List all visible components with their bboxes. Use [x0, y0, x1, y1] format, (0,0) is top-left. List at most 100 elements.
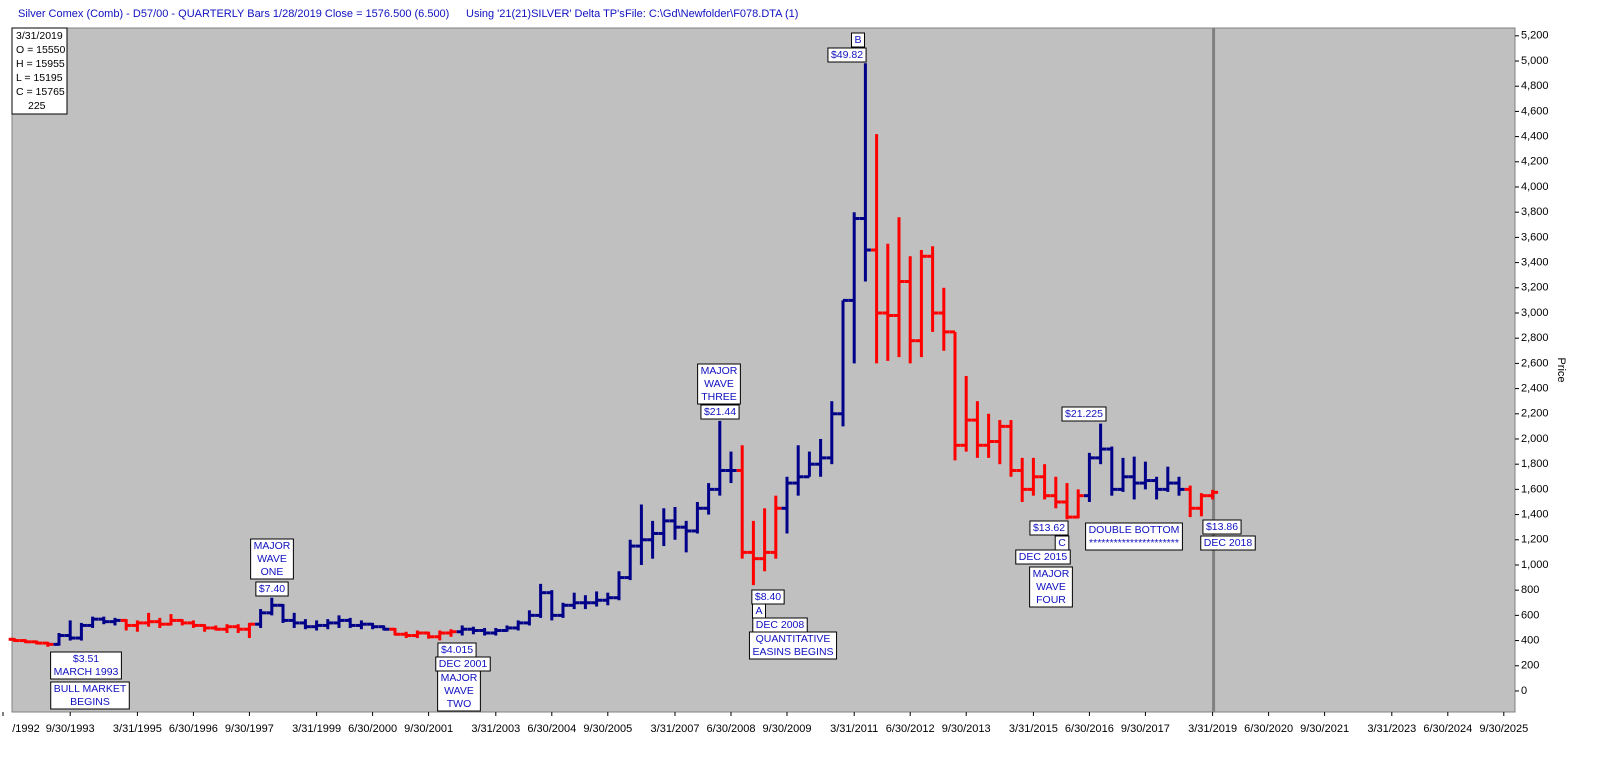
annotation-text: EASINS BEGINS — [752, 646, 833, 658]
annotation-text: $7.40 — [259, 583, 285, 595]
y-tick-label: 2,600 — [1521, 357, 1549, 369]
annotation-text: $4.015 — [441, 644, 473, 656]
y-tick-label: 3,800 — [1521, 206, 1549, 218]
annotation-text: BULL MARKET — [54, 683, 127, 695]
x-tick-label: 9/30/2017 — [1121, 723, 1170, 735]
annotation-text: WAVE — [1036, 581, 1066, 593]
annotation-text: QUANTITATIVE — [756, 633, 831, 645]
annotation-text: $8.40 — [755, 591, 781, 603]
x-tick-label: 6/30/1996 — [169, 723, 218, 735]
x-tick-label: 6/30/2012 — [886, 723, 935, 735]
x-tick-label: 9/30/2021 — [1300, 723, 1349, 735]
y-tick-label: 2,800 — [1521, 332, 1549, 344]
x-tick-label: 6/30/2016 — [1065, 723, 1114, 735]
annotation-text: WAVE — [257, 553, 287, 565]
y-tick-label: 1,000 — [1521, 559, 1549, 571]
y-tick-label: 4,200 — [1521, 156, 1549, 168]
annotation-text: $21.225 — [1065, 408, 1103, 420]
y-tick-label: 4,400 — [1521, 131, 1549, 143]
annotation-box — [1200, 535, 1256, 551]
annotation-box — [697, 363, 741, 405]
info-text: O = 15550 — [16, 44, 65, 56]
header-text: Using '21(21)SILVER' Delta TP's — [466, 8, 625, 20]
annotation-text: MARCH 1993 — [54, 666, 119, 678]
annotation-box — [827, 47, 867, 63]
x-tick-label: 9/30/2009 — [763, 723, 812, 735]
info-text: 3/31/2019 — [16, 30, 63, 42]
annotation-box — [700, 404, 740, 420]
x-tick-label: 3/31/2015 — [1009, 723, 1058, 735]
x-tick-label: 9/30/1993 — [46, 723, 95, 735]
annotation-text: MAJOR — [254, 540, 291, 552]
info-text: 225 — [28, 100, 46, 112]
annotation-text: DEC 2001 — [439, 658, 488, 670]
x-tick-label: 6/30/2004 — [527, 723, 576, 735]
y-tick-label: 3,400 — [1521, 256, 1549, 268]
annotation-text: $3.51 — [73, 653, 99, 665]
y-tick-label: 1,600 — [1521, 483, 1549, 495]
annotation-box — [1202, 519, 1242, 535]
annotation-text: B — [854, 34, 861, 46]
y-tick-label: 600 — [1521, 609, 1539, 621]
annotation-box — [50, 681, 130, 710]
x-tick-label: 3/31/2019 — [1188, 723, 1237, 735]
x-tick-label: 3/31/1995 — [113, 723, 162, 735]
x-tick-label: 9/30/2025 — [1479, 723, 1528, 735]
y-tick-label: 0 — [1521, 685, 1527, 697]
annotation-text: ********************** — [1089, 537, 1179, 549]
annotation-text: $21.44 — [704, 406, 736, 418]
annotation-box — [850, 32, 866, 48]
x-tick-label: 6/30/2008 — [707, 723, 756, 735]
y-tick-label: 5,000 — [1521, 55, 1549, 67]
y-tick-label: 2,200 — [1521, 408, 1549, 420]
info-box — [11, 27, 68, 115]
annotation-text: THREE — [701, 391, 737, 403]
y-tick-label: 1,400 — [1521, 508, 1549, 520]
x-tick-label: 6/30/2020 — [1244, 723, 1293, 735]
annotation-box — [1085, 522, 1183, 551]
annotation-text: $13.86 — [1206, 521, 1238, 533]
annotation-text: DEC 2018 — [1204, 537, 1253, 549]
x-tick-label: 9/30/2013 — [942, 723, 991, 735]
annotation-text: FOUR — [1036, 594, 1066, 606]
annotation-text: $13.62 — [1033, 522, 1065, 534]
y-axis-label: Price — [1555, 357, 1567, 382]
annotation-box — [50, 651, 122, 680]
annotation-text: DEC 2015 — [1019, 551, 1068, 563]
annotation-box — [255, 581, 289, 597]
annotation-box — [1015, 549, 1071, 565]
y-tick-label: 4,800 — [1521, 80, 1549, 92]
info-text: C = 15765 — [16, 86, 65, 98]
x-tick-label: 6/30/2000 — [348, 723, 397, 735]
annotation-text: MAJOR — [441, 672, 478, 684]
header-text: File: C:\Gd\Newfolder\F078.DTA (1) — [625, 8, 798, 20]
x-tick-label: 9/30/2001 — [404, 723, 453, 735]
annotation-text: $49.82 — [831, 49, 863, 61]
y-tick-label: 200 — [1521, 660, 1539, 672]
y-tick-label: 1,800 — [1521, 458, 1549, 470]
annotation-text: DOUBLE BOTTOM — [1089, 524, 1180, 536]
annotation-box — [1029, 520, 1069, 536]
annotation-text: DEC 2008 — [756, 619, 805, 631]
y-tick-label: 400 — [1521, 634, 1539, 646]
annotation-text: MAJOR — [1033, 568, 1070, 580]
y-tick-label: 5,200 — [1521, 30, 1549, 42]
y-tick-label: 4,600 — [1521, 105, 1549, 117]
x-tick-label: 9/30/1997 — [225, 723, 274, 735]
y-tick-label: 800 — [1521, 584, 1539, 596]
x-tick-label: 3/31/2011 — [830, 723, 878, 735]
y-tick-label: 3,000 — [1521, 307, 1549, 319]
annotation-text: MAJOR — [701, 365, 738, 377]
annotation-text: WAVE — [444, 685, 474, 697]
y-tick-label: 1,200 — [1521, 534, 1549, 546]
annotation-box — [751, 589, 785, 605]
annotation-box — [1029, 566, 1073, 608]
y-tick-label: 4,000 — [1521, 181, 1549, 193]
y-tick-label: 2,400 — [1521, 382, 1549, 394]
x-tick-label: 6/30/2024 — [1423, 723, 1472, 735]
annotation-text: A — [755, 605, 762, 617]
annotation-text: C — [1058, 537, 1066, 549]
y-tick-label: 2,000 — [1521, 433, 1549, 445]
annotation-text: ONE — [261, 566, 284, 578]
